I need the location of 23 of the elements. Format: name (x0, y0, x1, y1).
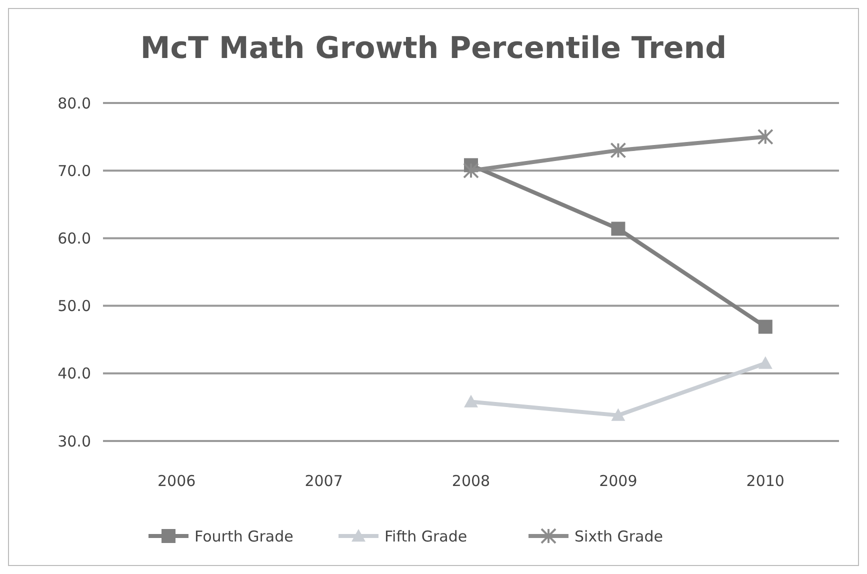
x-tick-label: 2008 (452, 472, 490, 490)
legend-label: Sixth Grade (574, 527, 663, 546)
point (463, 162, 479, 179)
point (758, 356, 772, 369)
x-tick-label: 2007 (304, 472, 343, 490)
legend-label: Fourth Grade (194, 527, 294, 546)
chart-title: McT Math Growth Percentile Trend (140, 31, 727, 66)
point (611, 222, 626, 236)
x-tick-label: 2009 (599, 472, 638, 490)
y-tick-label: 30.0 (58, 432, 91, 450)
point (611, 408, 626, 421)
y-tick-label: 50.0 (58, 297, 91, 316)
y-tick-label: 70.0 (58, 162, 91, 180)
legend-label: Fifth Grade (384, 527, 468, 546)
y-tick-label: 80.0 (58, 94, 91, 112)
point (757, 128, 774, 145)
x-tick-label: 2006 (158, 472, 196, 490)
point (464, 394, 478, 408)
y-tick-label: 40.0 (58, 364, 91, 383)
point (610, 142, 626, 158)
point (758, 320, 772, 334)
y-tick-label: 60.0 (58, 229, 91, 248)
x-tick-label: 2010 (746, 472, 784, 490)
